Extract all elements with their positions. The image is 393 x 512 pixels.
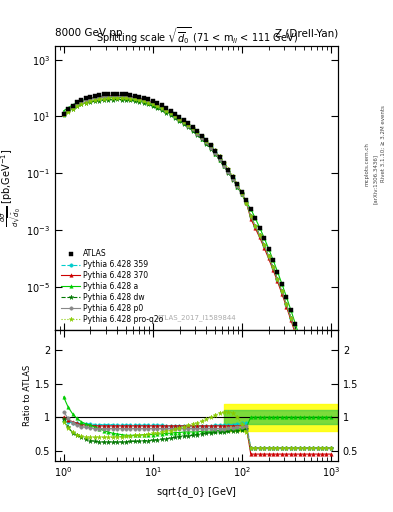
- Pythia 6.428 359: [208, 144, 213, 150]
- Pythia 6.428 359: [159, 104, 164, 110]
- Pythia 6.428 dw: [159, 107, 164, 113]
- Pythia 6.428 pro-q2o: [61, 112, 66, 118]
- Pythia 6.428 pro-q2o: [119, 95, 124, 101]
- Pythia 6.428 pro-q2o: [226, 166, 231, 172]
- Pythia 6.428 dw: [208, 145, 213, 152]
- Pythia 6.428 a: [329, 440, 333, 446]
- Pythia 6.428 dw: [298, 342, 302, 348]
- ATLAS: [119, 91, 124, 97]
- Pythia 6.428 p0: [298, 342, 302, 348]
- Text: 8000 GeV pp: 8000 GeV pp: [55, 28, 123, 38]
- Text: mcplots.cern.ch: mcplots.cern.ch: [365, 142, 370, 186]
- Pythia 6.428 p0: [159, 104, 164, 111]
- Line: Pythia 6.428 370: Pythia 6.428 370: [62, 94, 332, 455]
- Pythia 6.428 p0: [208, 144, 213, 151]
- Line: ATLAS: ATLAS: [61, 91, 333, 446]
- Pythia 6.428 370: [119, 93, 124, 99]
- Pythia 6.428 dw: [119, 96, 124, 102]
- Pythia 6.428 a: [159, 106, 164, 112]
- Line: Pythia 6.428 dw: Pythia 6.428 dw: [61, 97, 333, 453]
- Y-axis label: Ratio to ATLAS: Ratio to ATLAS: [23, 365, 32, 426]
- ATLAS: [115, 91, 119, 97]
- Pythia 6.428 pro-q2o: [159, 105, 164, 112]
- Pythia 6.428 dw: [128, 97, 133, 103]
- Pythia 6.428 a: [298, 334, 302, 340]
- Pythia 6.428 359: [298, 342, 302, 348]
- Pythia 6.428 pro-q2o: [115, 95, 119, 101]
- Pythia 6.428 p0: [115, 93, 119, 99]
- X-axis label: $\mathrm{sqrt\{d\_0\}\ [GeV]}$: $\mathrm{sqrt\{d\_0\}\ [GeV]}$: [156, 485, 237, 500]
- Line: Pythia 6.428 a: Pythia 6.428 a: [62, 95, 332, 445]
- Pythia 6.428 pro-q2o: [298, 342, 302, 348]
- Line: Pythia 6.428 359: Pythia 6.428 359: [62, 94, 332, 453]
- ATLAS: [298, 334, 302, 340]
- Title: Splitting scale $\sqrt{\overline{d}_0}$ (71 < m$_{ll}$ < 111 GeV): Splitting scale $\sqrt{\overline{d}_0}$ …: [95, 25, 298, 46]
- Pythia 6.428 359: [61, 112, 66, 118]
- Pythia 6.428 370: [329, 450, 333, 456]
- Pythia 6.428 a: [106, 94, 110, 100]
- Text: Z (Drell-Yan): Z (Drell-Yan): [275, 28, 338, 38]
- Pythia 6.428 359: [329, 448, 333, 454]
- Legend: ATLAS, Pythia 6.428 359, Pythia 6.428 370, Pythia 6.428 a, Pythia 6.428 dw, Pyth: ATLAS, Pythia 6.428 359, Pythia 6.428 37…: [59, 247, 166, 326]
- Pythia 6.428 370: [115, 93, 119, 99]
- ATLAS: [208, 142, 213, 148]
- ATLAS: [329, 440, 333, 446]
- ATLAS: [226, 167, 231, 173]
- ATLAS: [61, 111, 66, 117]
- Pythia 6.428 a: [128, 96, 133, 102]
- Pythia 6.428 dw: [329, 448, 333, 454]
- Pythia 6.428 a: [208, 145, 213, 152]
- Pythia 6.428 a: [61, 108, 66, 114]
- Pythia 6.428 370: [298, 345, 302, 351]
- Pythia 6.428 370: [159, 104, 164, 110]
- Y-axis label: $\frac{d\sigma}{d\sqrt{\bar{d}_0}}$ [pb,GeV$^{-1}$]: $\frac{d\sigma}{d\sqrt{\bar{d}_0}}$ [pb,…: [0, 148, 24, 227]
- Pythia 6.428 370: [128, 94, 133, 100]
- Pythia 6.428 pro-q2o: [208, 142, 213, 148]
- Line: Pythia 6.428 pro-q2o: Pythia 6.428 pro-q2o: [61, 96, 333, 453]
- Pythia 6.428 370: [226, 168, 231, 175]
- Pythia 6.428 a: [226, 169, 231, 176]
- Pythia 6.428 p0: [329, 448, 333, 454]
- Pythia 6.428 dw: [115, 96, 119, 102]
- Pythia 6.428 dw: [61, 112, 66, 118]
- Pythia 6.428 pro-q2o: [329, 448, 333, 454]
- Pythia 6.428 359: [128, 93, 133, 99]
- Pythia 6.428 359: [226, 168, 231, 175]
- Pythia 6.428 a: [119, 95, 124, 101]
- Text: Rivet 3.1.10; ≥ 3.2M events: Rivet 3.1.10; ≥ 3.2M events: [381, 105, 386, 182]
- Pythia 6.428 p0: [128, 94, 133, 100]
- ATLAS: [128, 92, 133, 98]
- Pythia 6.428 370: [208, 144, 213, 150]
- Pythia 6.428 pro-q2o: [128, 96, 133, 102]
- Pythia 6.428 359: [110, 92, 115, 98]
- Pythia 6.428 359: [119, 92, 124, 98]
- Text: ATLAS_2017_I1589844: ATLAS_2017_I1589844: [157, 314, 236, 322]
- Pythia 6.428 p0: [119, 93, 124, 99]
- Text: [arXiv:1306.3436]: [arXiv:1306.3436]: [373, 154, 378, 204]
- Pythia 6.428 p0: [61, 110, 66, 116]
- Pythia 6.428 dw: [226, 169, 231, 176]
- Pythia 6.428 370: [61, 111, 66, 117]
- Line: Pythia 6.428 p0: Pythia 6.428 p0: [62, 94, 332, 453]
- ATLAS: [159, 102, 164, 109]
- Pythia 6.428 p0: [226, 169, 231, 175]
